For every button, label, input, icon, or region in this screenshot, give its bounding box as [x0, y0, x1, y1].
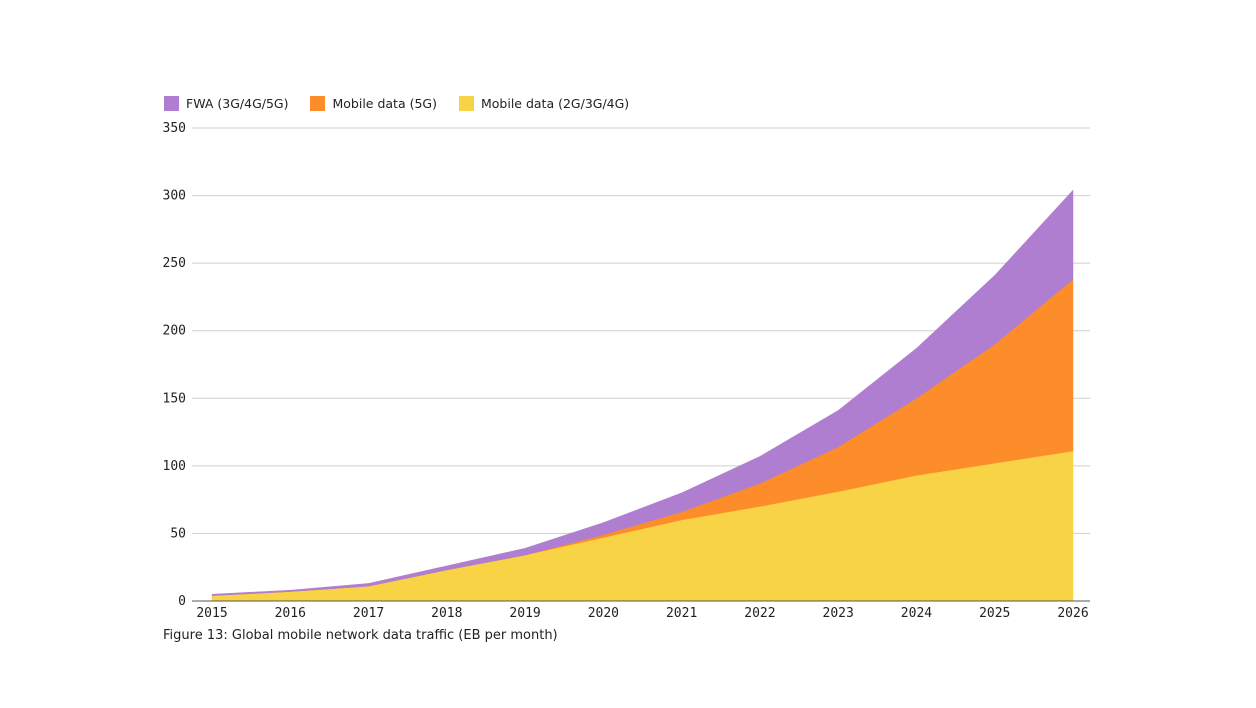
x-tick-label: 2021 — [666, 606, 697, 621]
x-tick-label: 2020 — [588, 606, 619, 621]
x-tick-label: 2022 — [744, 606, 775, 621]
x-tick-label: 2024 — [901, 606, 932, 621]
legend-label-mobile-2g-3g-4g: Mobile data (2G/3G/4G) — [480, 96, 630, 111]
y-tick-label: 50 — [170, 526, 186, 541]
y-tick-label: 150 — [163, 391, 186, 406]
chart-legend: FWA (3G/4G/5G) Mobile data (5G) Mobile d… — [164, 96, 651, 111]
x-tick-label: 2023 — [823, 606, 854, 621]
legend-item-mobile-5g: Mobile data (5G) — [310, 96, 437, 111]
y-tick-label: 300 — [163, 189, 186, 204]
legend-item-mobile-2g-3g-4g: Mobile data (2G/3G/4G) — [458, 96, 630, 111]
x-tick-label: 2026 — [1057, 606, 1088, 621]
legend-item-fwa: FWA (3G/4G/5G) — [164, 96, 288, 111]
x-tick-label: 2016 — [275, 606, 306, 621]
legend-swatch-fwa — [164, 96, 179, 111]
legend-label-mobile-5g: Mobile data (5G) — [332, 96, 437, 111]
x-tick-label: 2018 — [431, 606, 462, 621]
y-tick-label: 350 — [163, 121, 186, 136]
y-tick-label: 0 — [178, 594, 186, 609]
x-tick-label: 2015 — [196, 606, 227, 621]
x-tick-label: 2025 — [979, 606, 1010, 621]
x-tick-label: 2017 — [353, 606, 384, 621]
y-tick-labels: 0 50 100 150 200 250 300 350 — [163, 121, 186, 609]
legend-label-fwa: FWA (3G/4G/5G) — [186, 96, 289, 111]
x-tick-label: 2019 — [509, 606, 540, 621]
stacked-areas — [211, 189, 1074, 602]
y-tick-label: 250 — [163, 256, 186, 271]
legend-swatch-mobile-2g-3g-4g — [458, 96, 474, 111]
y-tick-label: 200 — [163, 324, 186, 339]
x-tick-labels: 2015 2016 2017 2018 2019 2020 2021 2022 2023 2024… — [196, 606, 1088, 621]
legend-swatch-mobile-5g — [310, 96, 326, 111]
y-tick-label: 100 — [163, 459, 186, 474]
area-series-2 — [211, 189, 1074, 596]
figure-caption: Figure 13: Global mobile network data tr… — [163, 628, 558, 643]
